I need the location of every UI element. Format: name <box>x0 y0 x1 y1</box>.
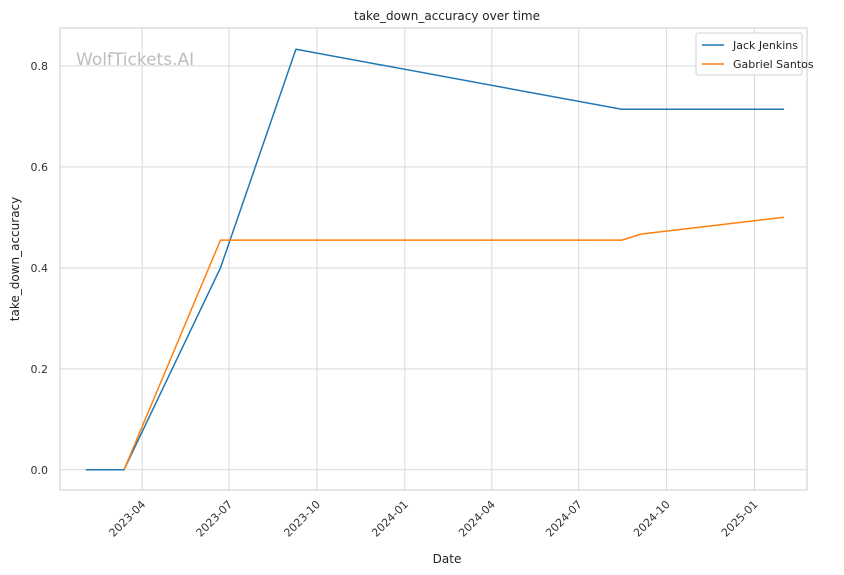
legend-label: Jack Jenkins <box>732 39 798 52</box>
y-tick-label: 0.8 <box>31 60 49 73</box>
legend-items: Jack Jenkins Gabriel Santos <box>702 39 814 71</box>
legend-label: Gabriel Santos <box>733 58 814 71</box>
watermark: WolfTickets.AI <box>76 50 194 70</box>
plot-frame <box>59 27 808 491</box>
x-axis-label: Date <box>433 552 462 566</box>
series-line-2 <box>123 216 785 471</box>
y-tick-label: 0.4 <box>31 262 49 275</box>
series-lines <box>85 48 785 471</box>
y-tick-label: 0.6 <box>31 161 49 174</box>
grid <box>60 28 807 490</box>
y-axis-label: take_down_accuracy <box>8 197 22 321</box>
y-tick-label: 0.0 <box>31 464 49 477</box>
chart-title: take_down_accuracy over time <box>354 9 540 23</box>
legend: Jack Jenkins Gabriel Santos <box>695 32 814 76</box>
y-axis-ticks: 0.0 0.2 0.4 0.6 0.8 <box>31 60 49 477</box>
y-tick-label: 0.2 <box>31 363 49 376</box>
series-line-1 <box>85 48 785 471</box>
